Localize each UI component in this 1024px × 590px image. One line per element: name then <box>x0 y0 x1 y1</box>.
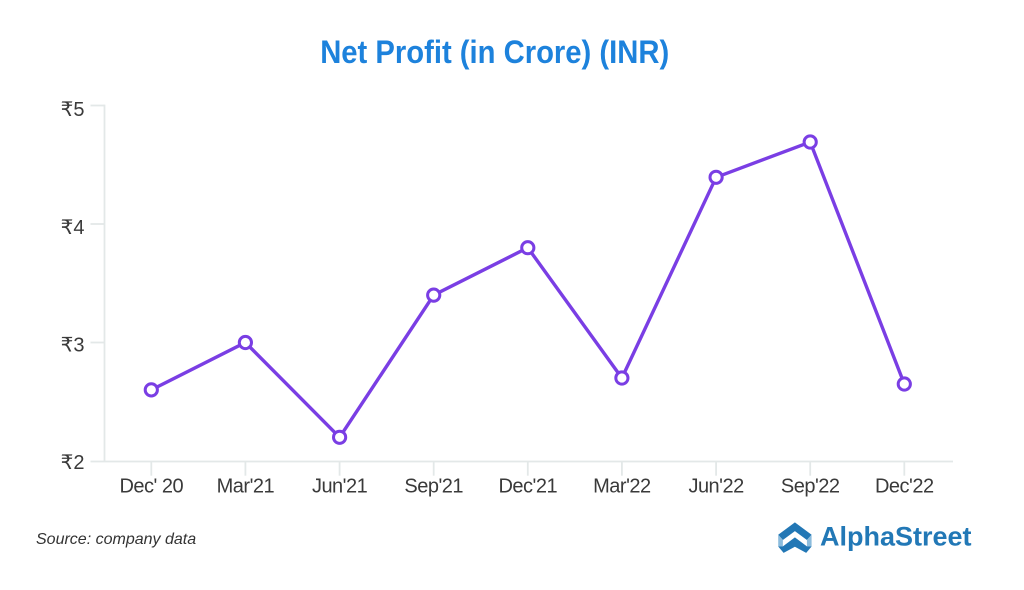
svg-text:Sep'21: Sep'21 <box>404 475 463 497</box>
svg-text:Mar'22: Mar'22 <box>593 475 651 497</box>
svg-text:Net Profit (in Crore) (INR): Net Profit (in Crore) (INR) <box>320 34 669 70</box>
svg-text:Jun'22: Jun'22 <box>688 475 744 497</box>
svg-text:₹2: ₹2 <box>61 452 85 474</box>
svg-text:Dec' 20: Dec' 20 <box>119 475 183 497</box>
svg-text:Mar'21: Mar'21 <box>217 475 275 497</box>
svg-text:₹5: ₹5 <box>61 99 85 121</box>
svg-text:AlphaStreet: AlphaStreet <box>820 522 972 552</box>
svg-text:Dec'22: Dec'22 <box>875 475 934 497</box>
svg-text:₹4: ₹4 <box>61 217 85 239</box>
svg-text:Sep'22: Sep'22 <box>781 475 840 497</box>
svg-text:Jun'21: Jun'21 <box>312 475 368 497</box>
svg-text:Source: company data: Source: company data <box>36 531 196 548</box>
svg-text:₹3: ₹3 <box>61 335 85 357</box>
svg-text:Dec'21: Dec'21 <box>498 475 557 497</box>
